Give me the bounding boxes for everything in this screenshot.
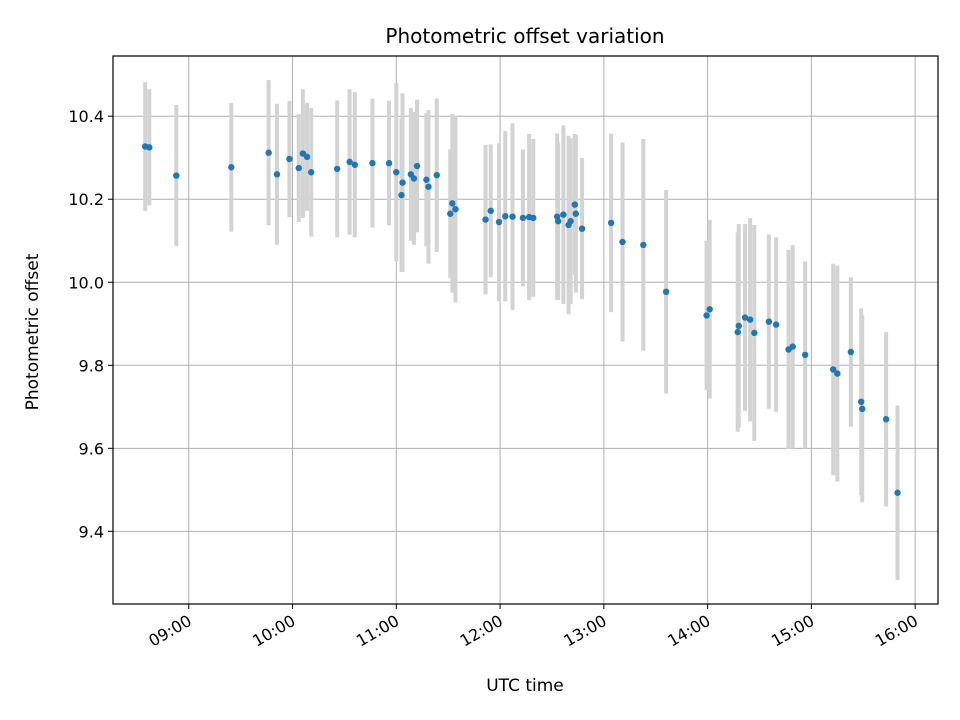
data-point [482,216,489,223]
data-point [640,241,647,249]
data-point [801,351,809,359]
data-point [333,165,341,173]
y-tick-label: 10.2 [68,190,104,209]
y-tick-label: 9.4 [79,522,104,541]
data-point [829,366,837,373]
data-point [560,211,567,218]
data-point [385,159,393,167]
y-tick-label: 10.0 [68,273,104,292]
data-point [303,153,311,161]
data-point [410,175,418,182]
data-point [741,314,749,321]
chart-title: Photometric offset variation [385,24,664,48]
data-point [858,398,865,406]
data-point [308,169,315,176]
y-axis-title: Photometric offset [23,253,43,410]
data-point [772,321,780,328]
data-point [487,207,494,215]
data-point [607,219,615,227]
data-point [847,348,855,356]
data-point [413,162,421,170]
data-point [765,318,773,325]
data-point [834,370,841,377]
data-point [425,183,432,190]
x-axis-title: UTC time [486,676,564,696]
data-point [502,213,509,220]
data-point [398,191,405,199]
data-point [619,238,626,246]
data-point [882,416,890,423]
data-point [706,306,713,313]
data-point [735,322,742,330]
data-point [433,171,440,179]
data-point [789,343,796,350]
data-point [146,144,153,151]
data-point [495,218,503,226]
data-point [734,328,741,336]
plot-area-frame [112,55,939,605]
data-point [662,288,670,296]
data-point [509,213,516,220]
data-point [423,176,430,183]
data-point [746,316,754,323]
y-axis-ticks: 9.4 9.6 9.8 10.0 10.2 10.4 [68,107,113,541]
y-tick-label: 9.6 [79,439,104,458]
data-point [346,158,353,166]
data-point [571,201,578,208]
data-point [273,171,281,178]
data-point [173,172,180,179]
data-point [572,210,580,217]
data-point [567,218,574,225]
data-point [578,225,586,232]
data-point [530,214,537,222]
data-point [351,161,358,168]
data-point [228,164,235,171]
data-point [286,155,293,163]
y-tick-label: 10.4 [68,107,104,126]
data-point [859,405,866,413]
data-point [894,489,901,496]
data-point [751,329,758,337]
data-points [141,143,901,496]
data-point [703,312,710,319]
data-point [519,214,527,222]
data-point [449,200,456,207]
data-point [554,218,562,225]
data-point [295,164,302,172]
data-point [265,149,272,156]
y-tick-label: 9.8 [79,356,104,375]
data-point [393,169,400,176]
data-point [369,159,376,167]
data-point [447,210,454,217]
data-point [452,205,459,213]
data-point [399,179,406,186]
